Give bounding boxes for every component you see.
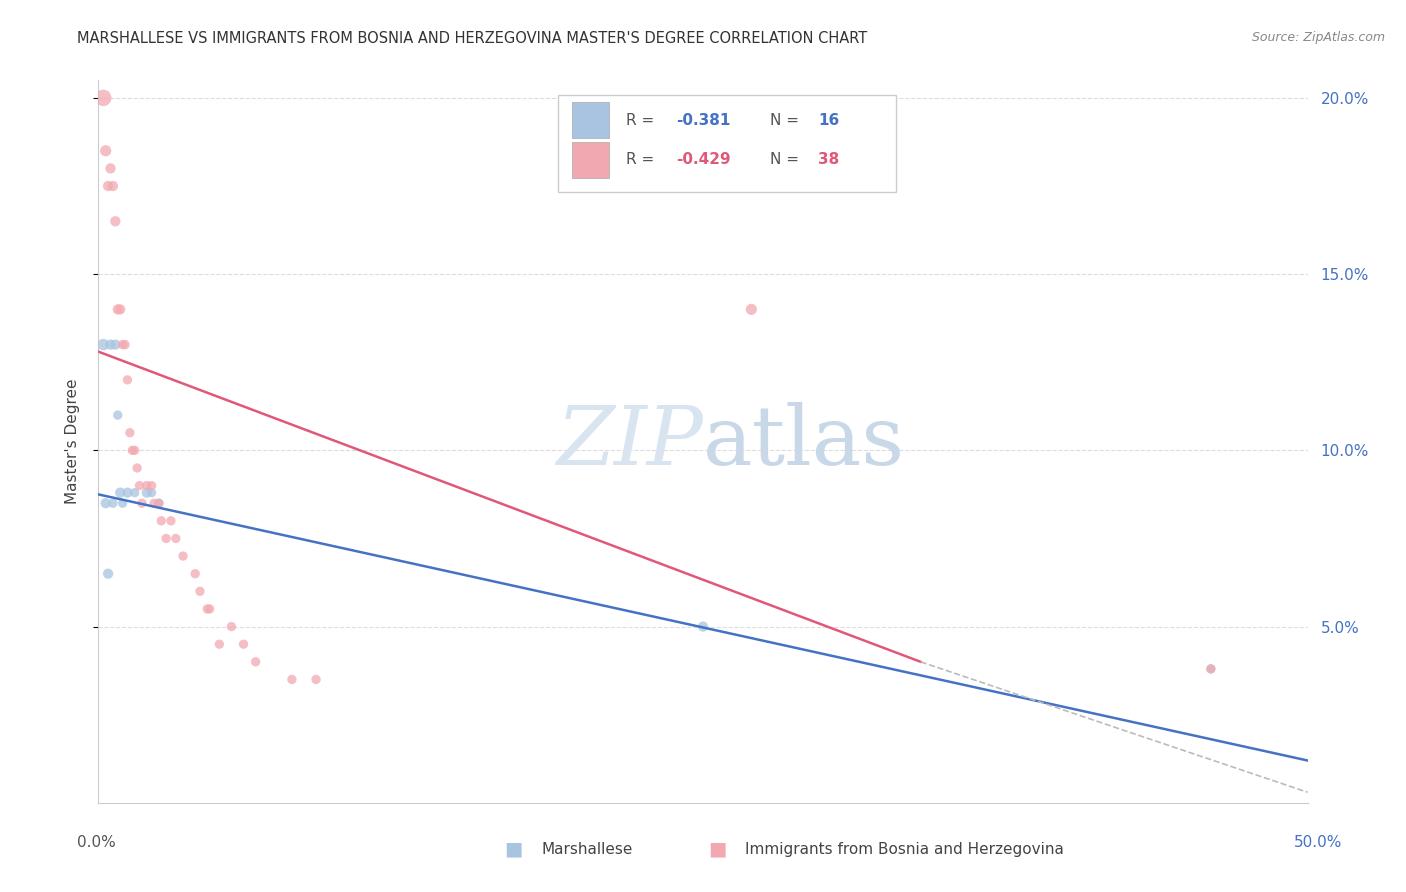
Point bbox=[141, 478, 163, 492]
Point bbox=[121, 443, 143, 458]
Point bbox=[1199, 662, 1222, 676]
Point bbox=[108, 485, 131, 500]
Point bbox=[97, 566, 120, 581]
FancyBboxPatch shape bbox=[572, 142, 609, 178]
Point bbox=[232, 637, 254, 651]
Text: ZIP: ZIP bbox=[557, 401, 703, 482]
Point bbox=[195, 602, 218, 616]
Point bbox=[135, 485, 157, 500]
Point bbox=[104, 214, 127, 228]
Point bbox=[117, 373, 139, 387]
Point bbox=[127, 461, 149, 475]
Point bbox=[108, 302, 131, 317]
Text: 0.0%: 0.0% bbox=[77, 836, 117, 850]
Y-axis label: Master's Degree: Master's Degree bbox=[65, 379, 80, 504]
Point bbox=[1199, 662, 1222, 676]
Point bbox=[692, 619, 714, 633]
Point bbox=[208, 637, 231, 651]
Text: Immigrants from Bosnia and Herzegovina: Immigrants from Bosnia and Herzegovina bbox=[745, 842, 1064, 856]
Text: Marshallese: Marshallese bbox=[541, 842, 633, 856]
Text: Source: ZipAtlas.com: Source: ZipAtlas.com bbox=[1251, 31, 1385, 45]
Text: -0.381: -0.381 bbox=[676, 112, 731, 128]
Point bbox=[101, 496, 124, 510]
Text: R =: R = bbox=[626, 112, 659, 128]
Point bbox=[117, 485, 139, 500]
Text: MARSHALLESE VS IMMIGRANTS FROM BOSNIA AND HERZEGOVINA MASTER'S DEGREE CORRELATIO: MARSHALLESE VS IMMIGRANTS FROM BOSNIA AN… bbox=[77, 31, 868, 46]
FancyBboxPatch shape bbox=[572, 102, 609, 138]
Point bbox=[124, 485, 146, 500]
Text: N =: N = bbox=[769, 112, 803, 128]
Point bbox=[135, 478, 157, 492]
Point bbox=[148, 496, 170, 510]
Point bbox=[104, 337, 127, 351]
Point bbox=[305, 673, 328, 687]
Point bbox=[165, 532, 187, 546]
Text: 38: 38 bbox=[818, 153, 839, 168]
Point bbox=[281, 673, 304, 687]
Point bbox=[114, 337, 136, 351]
Point bbox=[100, 161, 122, 176]
Point bbox=[100, 337, 122, 351]
Point bbox=[128, 478, 150, 492]
Point bbox=[150, 514, 173, 528]
Point bbox=[118, 425, 141, 440]
Text: ■: ■ bbox=[503, 839, 523, 859]
Point bbox=[91, 91, 114, 105]
Point bbox=[111, 337, 134, 351]
Point bbox=[107, 408, 129, 422]
Point bbox=[101, 179, 124, 194]
Text: 16: 16 bbox=[818, 112, 839, 128]
Point bbox=[160, 514, 183, 528]
Text: R =: R = bbox=[626, 153, 659, 168]
Point bbox=[124, 443, 146, 458]
Point bbox=[188, 584, 211, 599]
FancyBboxPatch shape bbox=[558, 95, 897, 193]
Point bbox=[94, 144, 117, 158]
Point bbox=[107, 302, 129, 317]
Point bbox=[221, 619, 243, 633]
Point bbox=[131, 496, 153, 510]
Point bbox=[184, 566, 207, 581]
Point bbox=[245, 655, 267, 669]
Text: -0.429: -0.429 bbox=[676, 153, 731, 168]
Text: N =: N = bbox=[769, 153, 803, 168]
Text: 50.0%: 50.0% bbox=[1295, 836, 1343, 850]
Point bbox=[97, 179, 120, 194]
Point bbox=[94, 496, 117, 510]
Point bbox=[198, 602, 221, 616]
Point bbox=[143, 496, 166, 510]
Point bbox=[111, 496, 134, 510]
Text: atlas: atlas bbox=[703, 401, 905, 482]
Point bbox=[740, 302, 762, 317]
Point bbox=[172, 549, 194, 563]
Point bbox=[141, 485, 163, 500]
Point bbox=[148, 496, 170, 510]
Text: ■: ■ bbox=[707, 839, 727, 859]
Point bbox=[155, 532, 177, 546]
Point bbox=[91, 337, 114, 351]
